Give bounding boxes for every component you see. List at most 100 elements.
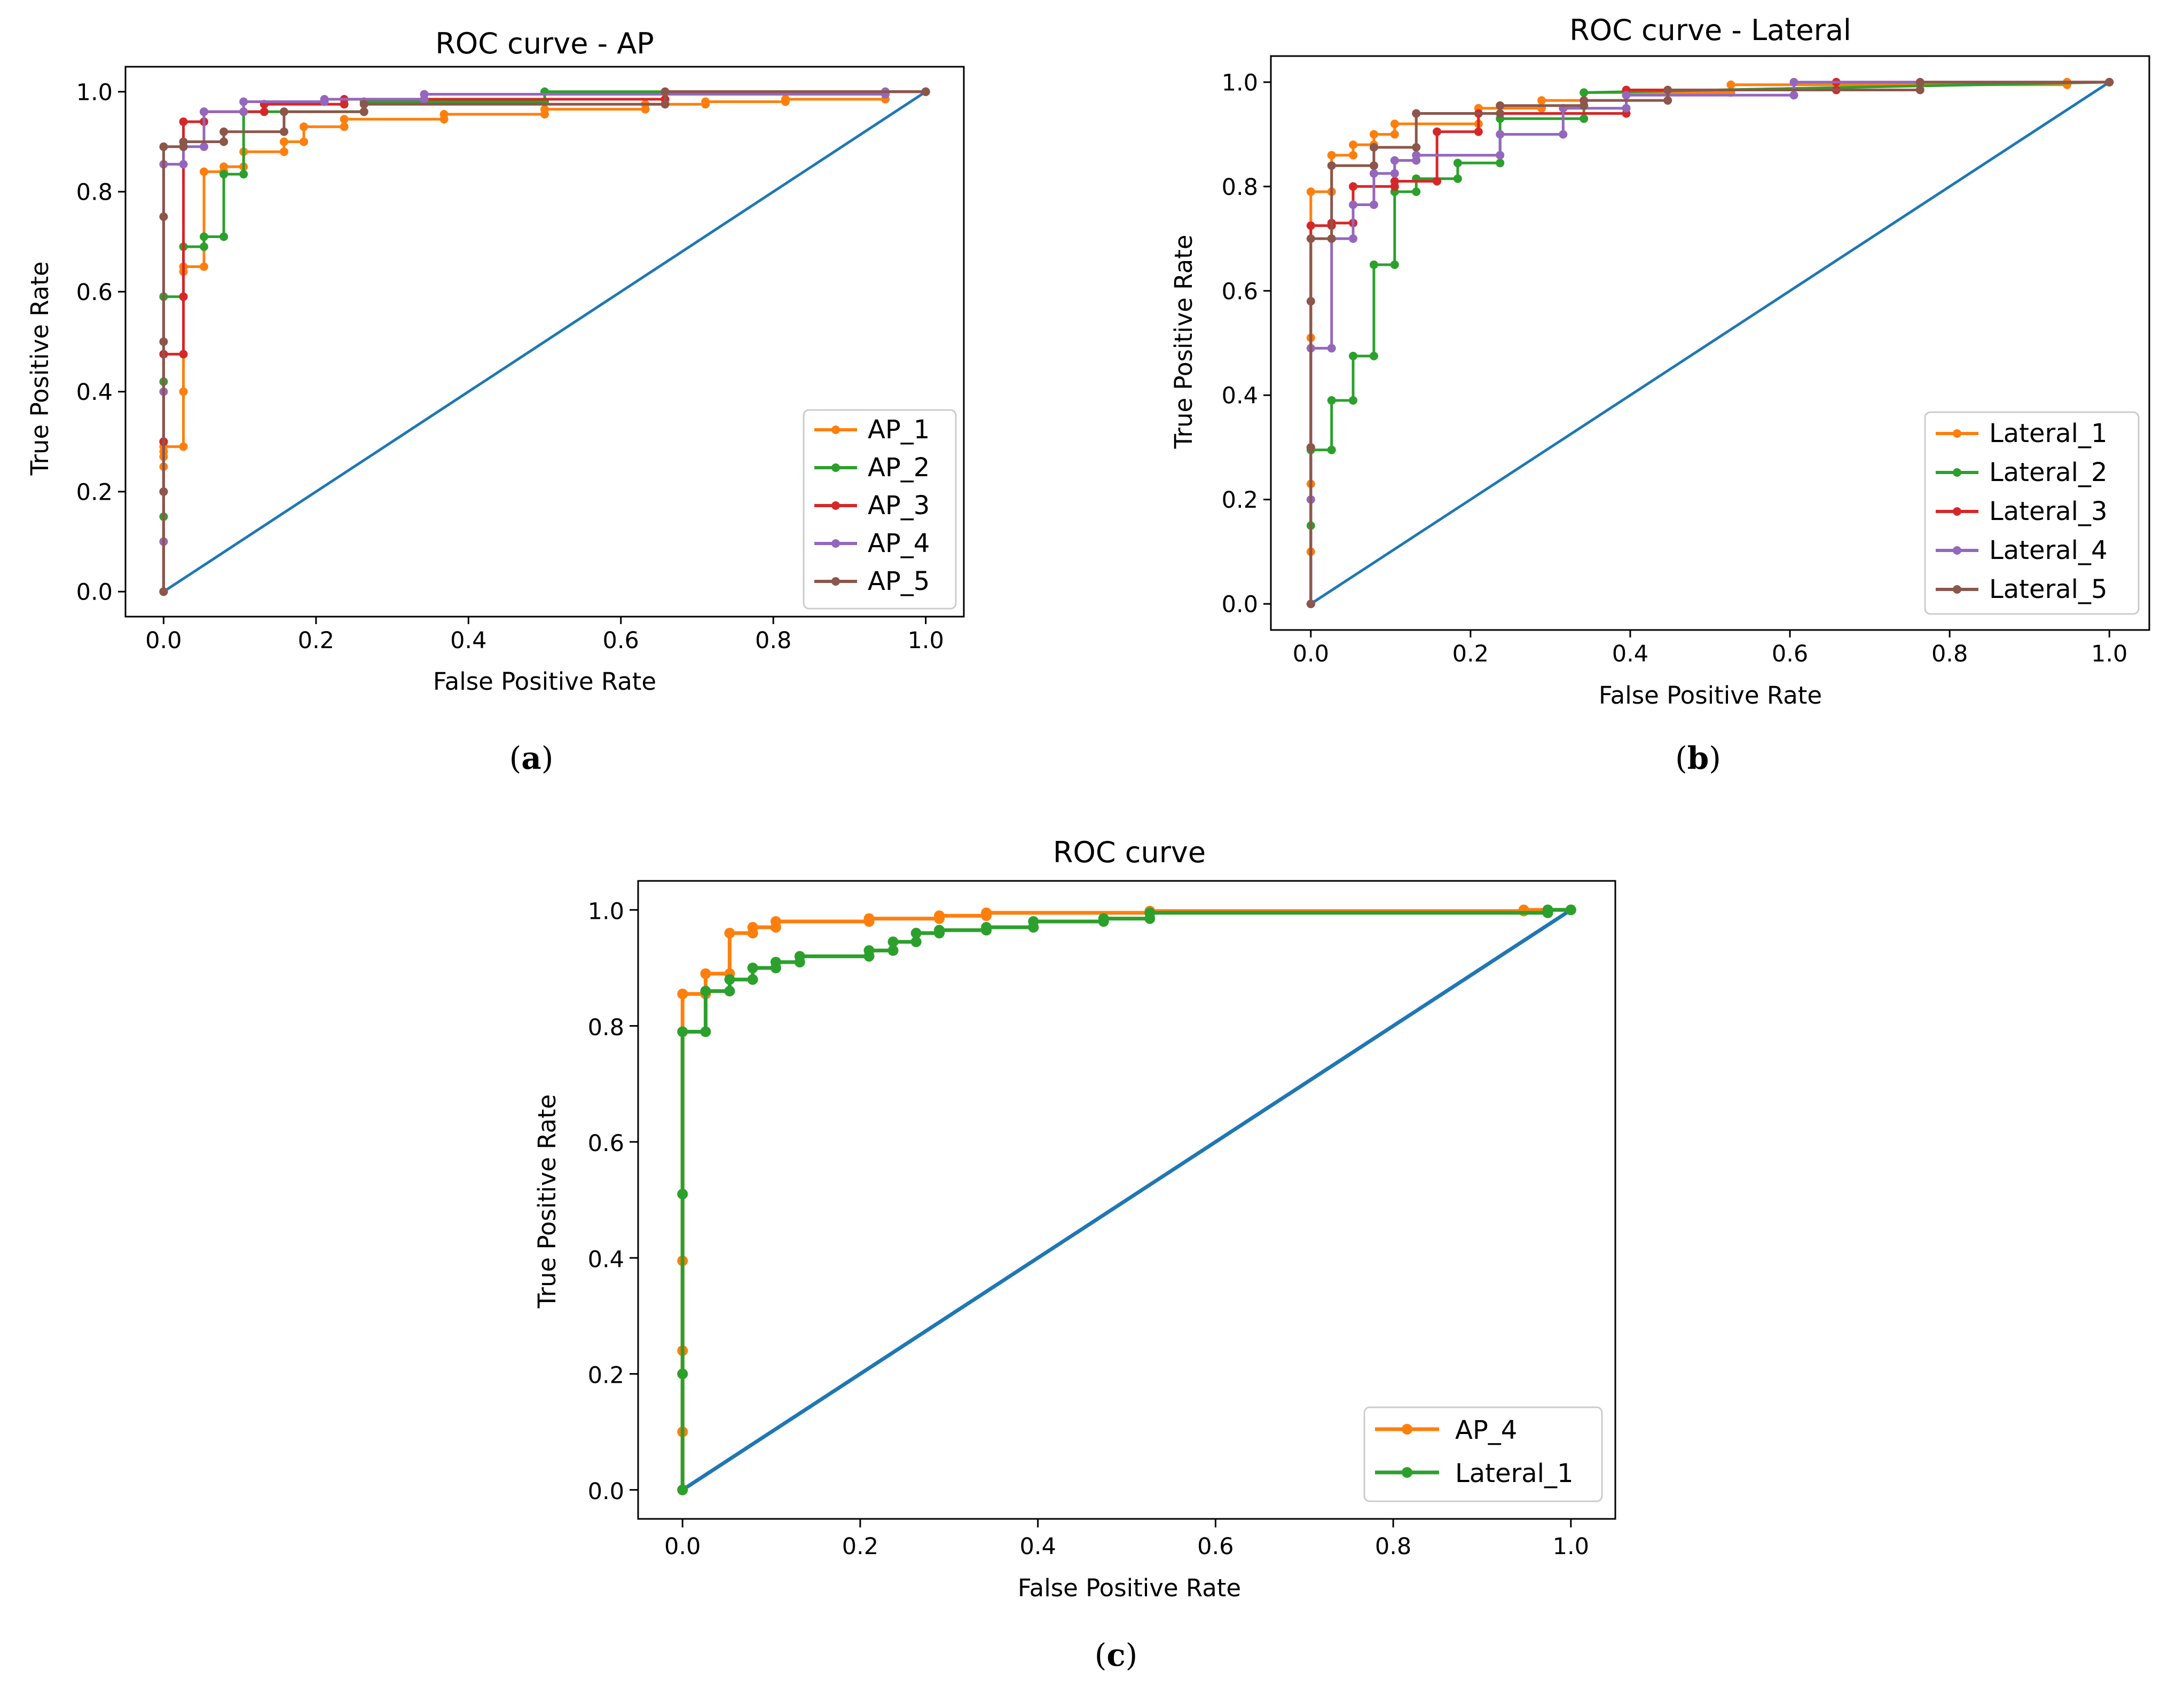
data-point [239, 107, 248, 116]
y-tick-label: 0.2 [76, 479, 113, 506]
legend-label: Lateral_1 [1455, 1459, 1574, 1488]
data-point [794, 951, 805, 962]
x-tick-label: 0.2 [1452, 641, 1489, 667]
data-point [1559, 130, 1568, 139]
data-point [2105, 77, 2114, 86]
y-tick-label: 0.6 [1222, 278, 1258, 305]
data-point [1369, 200, 1378, 209]
legend-entry: AP_2 [814, 453, 930, 483]
data-point [770, 957, 781, 968]
data-point [1412, 143, 1421, 152]
x-tick-label: 1.0 [2091, 641, 2127, 667]
data-point [747, 963, 758, 973]
axes-frame: 0.0 0.2 0.4 0.6 0.8 1.0 0.0 0.2 0.4 0.6 0.8 1.0 [588, 880, 1616, 1560]
legend-entry: AP_1 [814, 415, 930, 445]
data-point [1663, 96, 1672, 105]
data-point [1537, 96, 1546, 105]
y-axis-label: True Positive Rate [533, 1094, 561, 1309]
data-point [179, 292, 188, 301]
legend-entry: Lateral_4 [1936, 535, 2108, 565]
data-point [700, 986, 711, 997]
data-point [279, 107, 288, 116]
data-point [1349, 182, 1357, 191]
data-point [1327, 445, 1336, 454]
chart-title: ROC curve - AP [435, 27, 654, 60]
data-point [724, 974, 735, 985]
axes-frame: 0.0 0.2 0.4 0.6 0.8 1.0 0.0 0.2 0.4 0.6 0.8 1.0 [1222, 55, 2150, 667]
legend-label: Lateral_5 [1989, 574, 2108, 604]
data-point [1390, 177, 1399, 186]
legend-marker [1953, 585, 1961, 594]
data-point [200, 142, 208, 151]
data-point [1369, 351, 1378, 360]
data-point [239, 97, 248, 106]
data-point [300, 137, 308, 146]
data-point [340, 115, 349, 124]
data-point [724, 927, 735, 939]
data-point [540, 105, 549, 114]
plot-area-frame [1270, 55, 2150, 631]
data-point [1565, 904, 1576, 916]
data-point [781, 94, 790, 104]
data-point [1306, 221, 1315, 230]
x-tick-label: 1.0 [907, 627, 944, 654]
data-point [1390, 260, 1399, 269]
data-point [159, 212, 168, 221]
y-tick-label: 1.0 [76, 79, 113, 106]
data-point [1349, 234, 1357, 243]
x-tick-label: 0.2 [842, 1533, 878, 1560]
data-point [200, 242, 208, 251]
plot-area-frame [124, 66, 965, 618]
caption-letter: a [521, 740, 541, 776]
data-point [981, 921, 992, 933]
legend-marker [1953, 546, 1961, 555]
data-point [159, 487, 168, 496]
data-point [1349, 351, 1357, 360]
chance-diagonal-line [681, 908, 1572, 1492]
data-point [1306, 234, 1315, 243]
data-point [910, 927, 922, 939]
legend-entry: Lateral_2 [1936, 458, 2108, 487]
legend: AP_4 Lateral_1 [1363, 1406, 1603, 1502]
y-tick-label: 0.0 [76, 579, 113, 606]
caption-letter: c [1106, 1637, 1125, 1673]
data-point [300, 122, 308, 131]
caption-letter: b [1687, 740, 1709, 776]
legend-marker [831, 501, 840, 510]
data-point [1144, 907, 1156, 918]
data-point [1369, 169, 1378, 178]
legend-entry: AP_4 [814, 529, 930, 558]
data-point [179, 442, 188, 451]
x-axis-label: False Positive Rate [433, 667, 656, 696]
data-point [340, 122, 349, 131]
x-tick-label: 1.0 [1553, 1533, 1589, 1560]
data-point [359, 100, 368, 109]
chance-diagonal-line [1310, 81, 2110, 605]
data-point [279, 127, 288, 136]
data-point [1390, 169, 1399, 178]
data-point [701, 97, 710, 106]
data-point [279, 137, 288, 146]
x-tick-label: 0.8 [1931, 641, 1968, 667]
x-tick-label: 0.2 [298, 627, 334, 654]
data-point [1306, 297, 1315, 306]
y-tick-label: 0.4 [76, 379, 113, 406]
data-point [260, 107, 269, 116]
legend-marker [831, 463, 840, 472]
data-point [1496, 101, 1505, 110]
data-point [1028, 916, 1039, 927]
data-point [179, 137, 188, 146]
y-tick-label: 0.6 [76, 279, 113, 306]
data-point [1349, 140, 1357, 149]
data-point [1390, 156, 1399, 165]
legend-box [803, 409, 957, 610]
legend: AP_1 AP_2 AP_3 AP_4 AP_5 [803, 409, 957, 610]
legend-marker [1953, 507, 1961, 516]
data-point [219, 127, 229, 136]
series-lateral-5 [1306, 77, 2114, 609]
legend-label: Lateral_3 [1989, 497, 2108, 526]
data-point [1496, 130, 1505, 139]
data-point [747, 921, 758, 933]
plot-area-frame [637, 880, 1616, 1520]
